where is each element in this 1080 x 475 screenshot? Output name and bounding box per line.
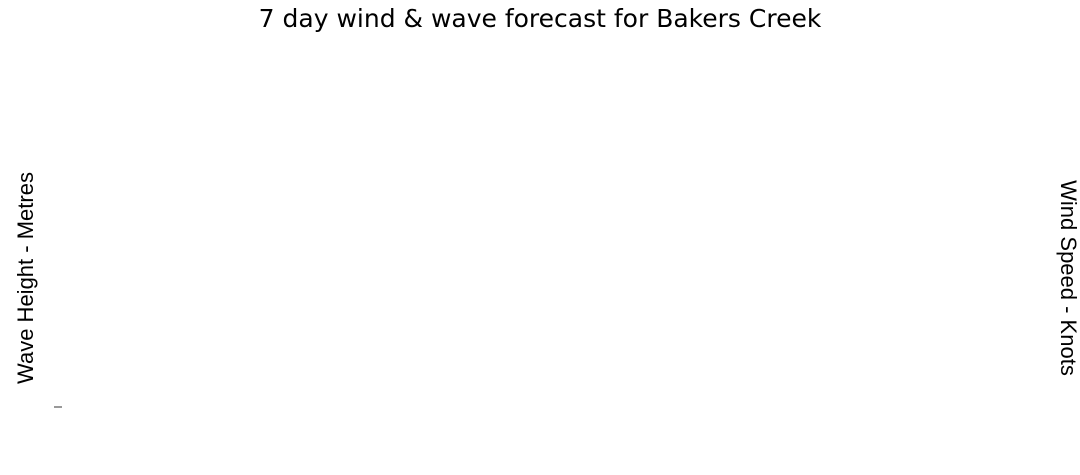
chart-title: 7 day wind & wave forecast for Bakers Cr… [258, 4, 822, 33]
left-axis-title: Wave Height - Metres [13, 172, 38, 384]
right-axis-title: Wind Speed - Knots [1056, 180, 1080, 376]
